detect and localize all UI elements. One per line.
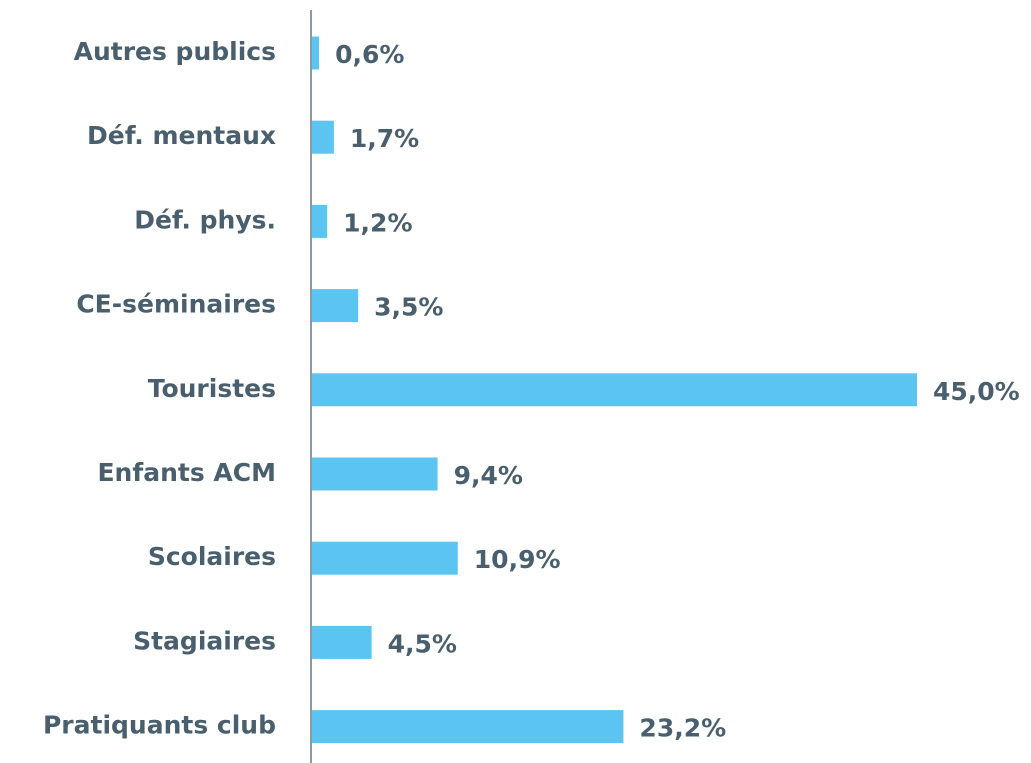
bar	[312, 710, 624, 744]
bar	[312, 625, 372, 659]
data-label: 45,0%	[933, 377, 1020, 406]
bar	[312, 457, 438, 491]
bar	[312, 36, 320, 70]
y-tick-label: Stagiaires	[133, 626, 276, 655]
data-label: 4,5%	[388, 629, 457, 658]
data-label: 1,7%	[350, 124, 419, 153]
data-label: 10,9%	[474, 545, 561, 574]
bar	[312, 373, 917, 407]
bar	[312, 204, 328, 238]
y-tick-label: Déf. mentaux	[87, 121, 276, 150]
data-label: 23,2%	[639, 714, 726, 743]
y-tick-label: Autres publics	[74, 37, 276, 66]
bar	[312, 541, 458, 575]
data-label: 3,5%	[374, 293, 443, 322]
bar	[312, 120, 334, 154]
bar	[312, 289, 359, 323]
y-tick-label: Pratiquants club	[43, 711, 276, 740]
y-tick-label: Touristes	[148, 374, 276, 403]
y-tick-label: Scolaires	[148, 542, 276, 571]
data-label: 0,6%	[335, 40, 404, 69]
y-tick-label: CE-séminaires	[76, 290, 276, 319]
y-tick-label: Déf. phys.	[134, 205, 276, 234]
data-label: 9,4%	[454, 461, 523, 490]
y-tick-label: Enfants ACM	[97, 458, 276, 487]
data-label: 1,2%	[343, 208, 412, 237]
